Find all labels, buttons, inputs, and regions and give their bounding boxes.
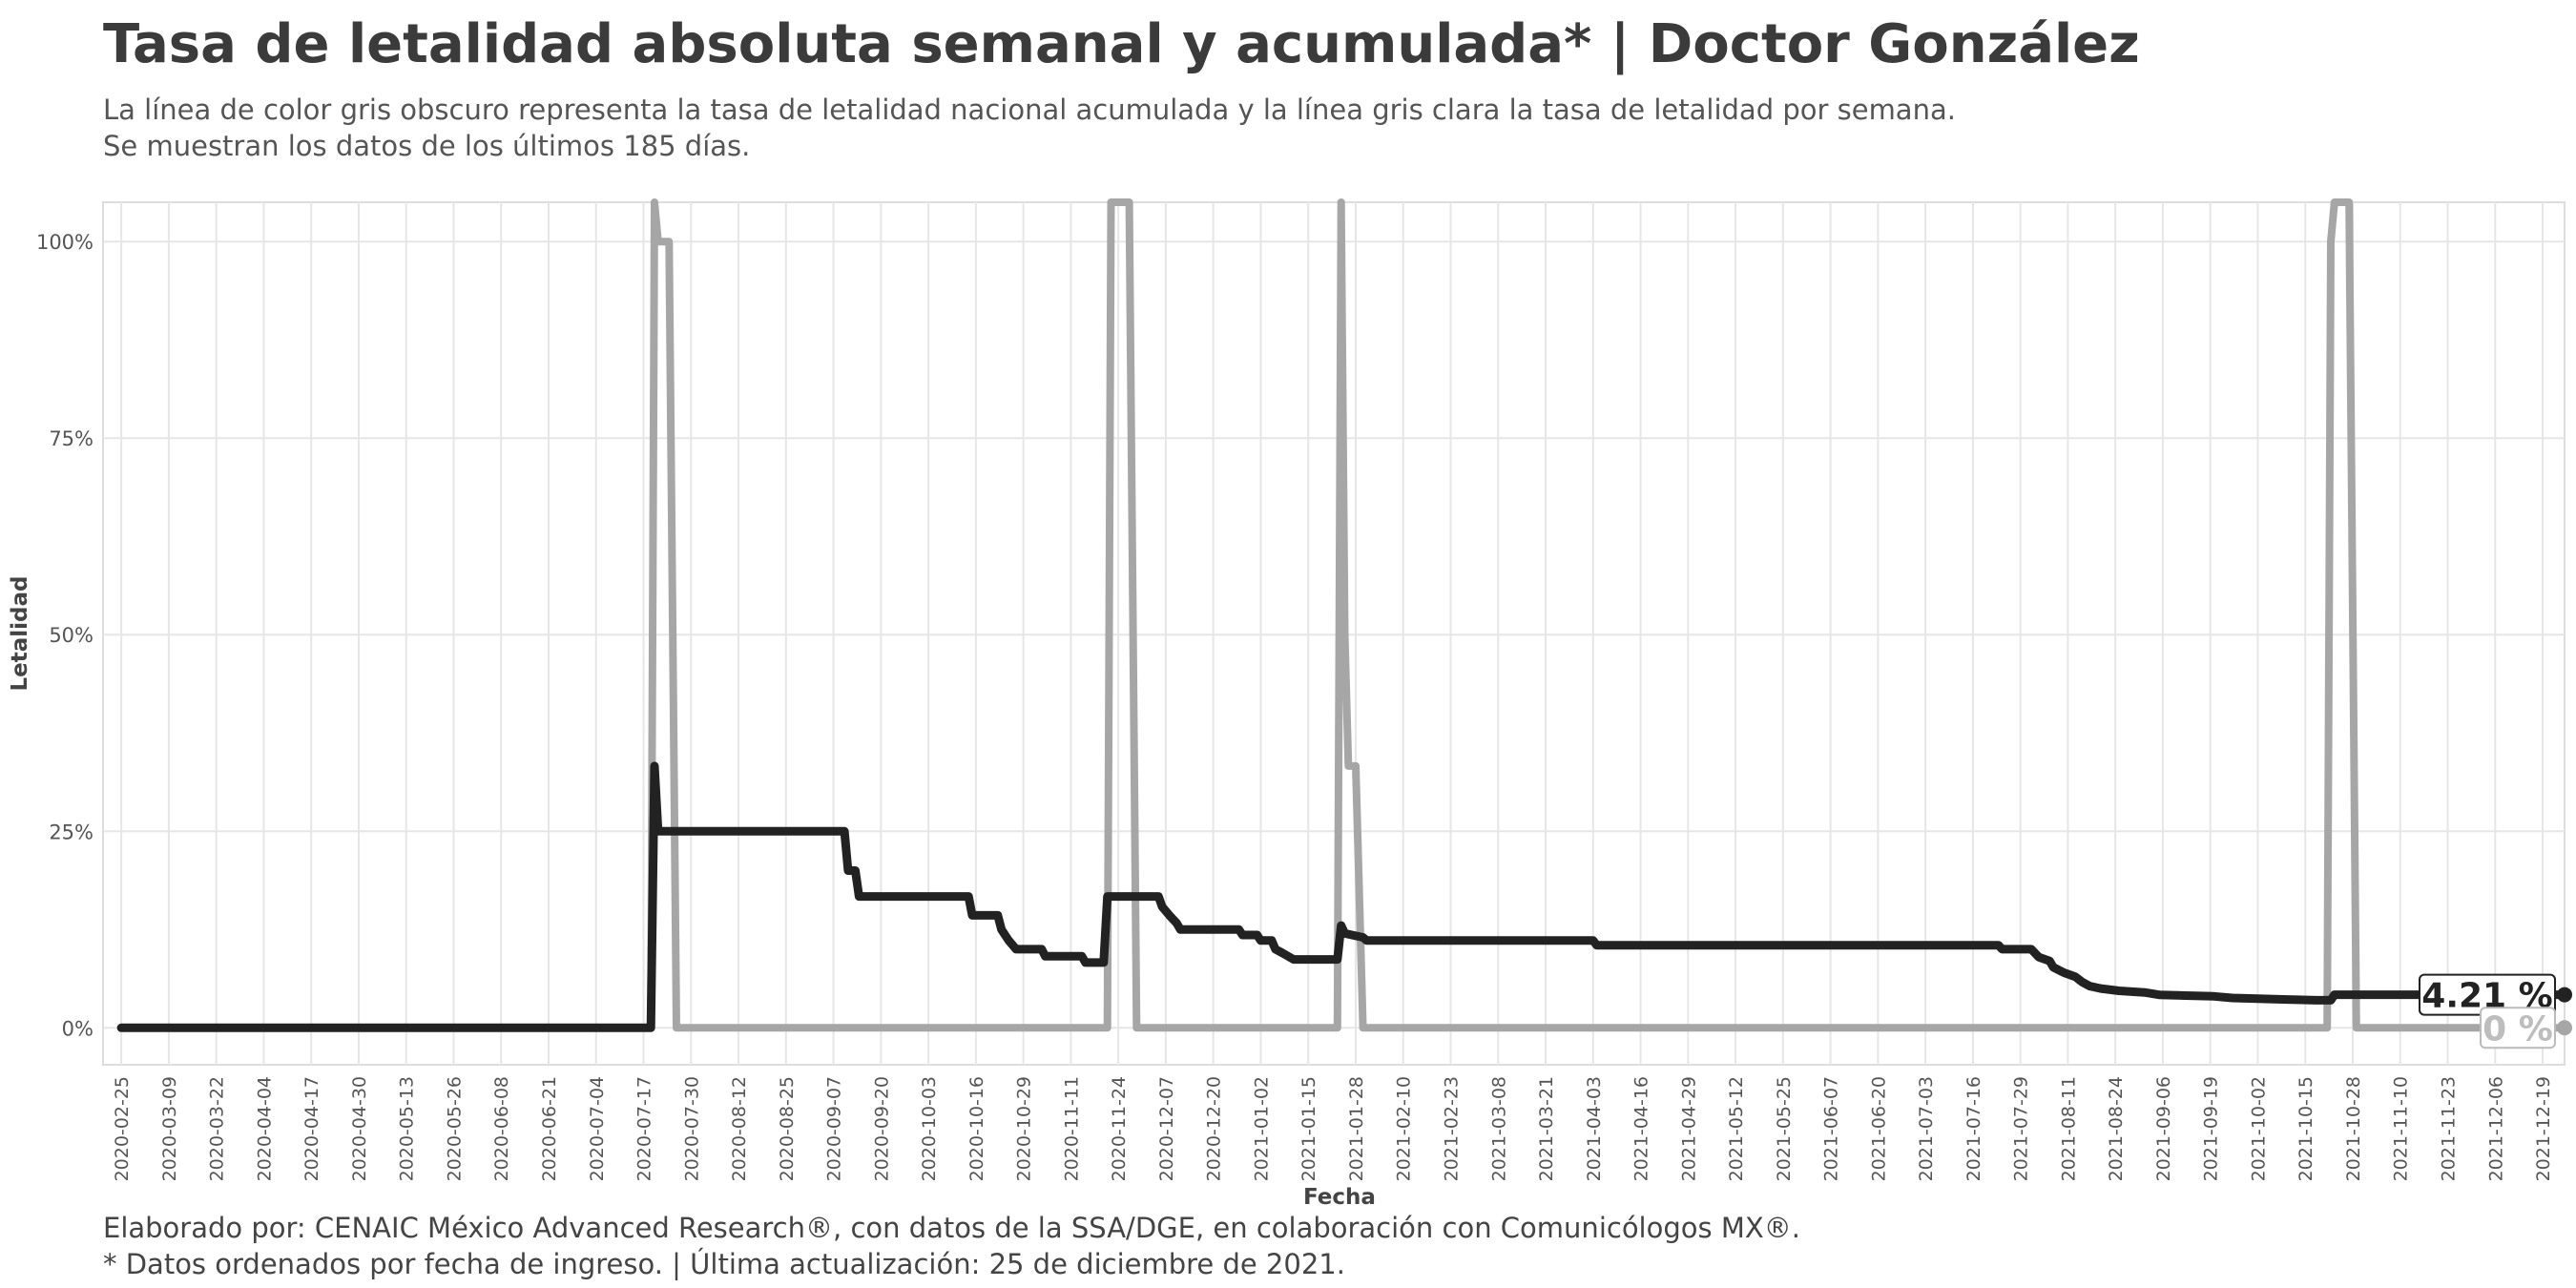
- x-tick-label: 2020-12-20: [1204, 1076, 1225, 1181]
- x-tick-label: 2020-11-24: [1109, 1076, 1130, 1181]
- x-tick-label: 2021-02-23: [1441, 1076, 1462, 1181]
- x-tick-label: 2020-07-17: [634, 1076, 655, 1181]
- end-label-text: 0 %: [2483, 1009, 2553, 1049]
- caption-line-1: Elaborado por: CENAIC México Advanced Re…: [103, 1212, 1800, 1244]
- x-tick-label: 2021-10-02: [2248, 1076, 2269, 1181]
- x-tick-label: 2021-04-29: [1678, 1076, 1699, 1181]
- x-tick-label: 2021-07-29: [2011, 1076, 2032, 1181]
- x-tick-label: 2020-04-30: [349, 1076, 370, 1181]
- x-axis-label: Fecha: [1303, 1185, 1376, 1210]
- end-point-acumulada: [2557, 987, 2572, 1003]
- y-tick-label: 100%: [36, 231, 93, 254]
- x-tick-label: 2021-04-03: [1584, 1076, 1605, 1181]
- x-tick-label: 2020-02-25: [112, 1076, 133, 1181]
- x-tick-label: 2020-10-16: [966, 1076, 987, 1181]
- x-tick-label: 2020-10-29: [1014, 1076, 1035, 1181]
- x-tick-label: 2020-04-04: [254, 1076, 275, 1181]
- x-tick-label: 2020-07-04: [587, 1076, 608, 1181]
- x-tick-label: 2021-08-24: [2106, 1076, 2127, 1181]
- x-tick-label: 2021-04-16: [1631, 1076, 1652, 1181]
- series-layer: [116, 198, 2569, 1032]
- x-tick-label: 2020-05-13: [397, 1076, 418, 1181]
- x-tick-label: 2021-06-07: [1821, 1076, 1842, 1181]
- x-tick-label: 2021-12-19: [2533, 1076, 2554, 1181]
- plot-panel: [102, 201, 2566, 1066]
- x-tick-label: 2021-05-12: [1726, 1076, 1747, 1181]
- x-tick-label: 2021-08-11: [2058, 1076, 2079, 1181]
- end-point-semanal: [2557, 1020, 2572, 1036]
- end-label-semanal: 0 %: [2480, 1007, 2556, 1049]
- x-tick-label: 2021-07-03: [1916, 1076, 1937, 1181]
- x-tick-label: 2020-08-25: [777, 1076, 798, 1181]
- x-tick-label: 2021-10-28: [2343, 1076, 2364, 1181]
- y-tick-label: 75%: [49, 427, 93, 450]
- x-tick-label: 2020-04-17: [301, 1076, 322, 1181]
- x-tick-label: 2020-03-09: [159, 1076, 180, 1181]
- end-labels: 4.21 %0 %: [2419, 973, 2572, 1049]
- x-tick-label: 2020-06-21: [539, 1076, 560, 1181]
- x-tick-label: 2021-01-15: [1298, 1076, 1319, 1181]
- x-tick-labels: 2020-02-25 2020-03-09 2020-03-22 2020-04-04…: [112, 1076, 2554, 1181]
- series-line-acumulada: [116, 761, 2569, 1032]
- x-tick-label: 2021-12-06: [2485, 1076, 2506, 1181]
- chart-subtitle: La línea de color gris obscuro represent…: [103, 92, 1956, 164]
- x-tick-label: 2021-05-25: [1774, 1076, 1795, 1181]
- x-tick-label: 2021-02-10: [1394, 1076, 1415, 1181]
- x-tick-label: 2020-09-07: [824, 1076, 845, 1181]
- x-tick-label: 2021-11-23: [2439, 1076, 2460, 1181]
- subtitle-line-2: Se muestran los datos de los últimos 185…: [103, 130, 751, 162]
- x-tick-label: 2021-01-02: [1251, 1076, 1272, 1181]
- x-tick-label: 2021-10-15: [2296, 1076, 2316, 1181]
- x-tick-label: 2021-09-06: [2153, 1076, 2174, 1181]
- y-tick-label: 0%: [62, 1017, 93, 1040]
- x-tick-label: 2021-03-21: [1536, 1076, 1557, 1181]
- x-tick-label: 2020-03-22: [207, 1076, 228, 1181]
- caption-line-2: * Datos ordenados por fecha de ingreso. …: [103, 1248, 1345, 1280]
- y-tick-label: 50%: [49, 624, 93, 647]
- y-axis-label: Letalidad: [8, 576, 32, 692]
- x-tick-label: 2020-09-20: [871, 1076, 892, 1181]
- x-tick-label: 2021-03-08: [1488, 1076, 1509, 1181]
- x-gridlines: [120, 202, 2545, 1065]
- y-tick-labels: 0% 25% 50% 75% 100%: [36, 231, 93, 1040]
- x-tick-label: 2021-11-10: [2391, 1076, 2412, 1181]
- x-tick-label: 2021-07-16: [1963, 1076, 1984, 1181]
- x-tick-label: 2021-01-28: [1346, 1076, 1367, 1181]
- end-label-box: [2480, 1007, 2556, 1049]
- x-tick-label: 2020-10-03: [919, 1076, 940, 1181]
- chart-title: Tasa de letalidad absoluta semanal y acu…: [103, 13, 2140, 75]
- x-tick-label: 2021-09-19: [2201, 1076, 2222, 1181]
- x-tick-label: 2020-06-08: [491, 1076, 512, 1181]
- series-line-semanal: [639, 198, 2568, 1032]
- subtitle-line-1: La línea de color gris obscuro represent…: [103, 93, 1956, 126]
- chart-caption: Elaborado por: CENAIC México Advanced Re…: [103, 1210, 1800, 1282]
- x-tick-label: 2020-05-26: [444, 1076, 465, 1181]
- x-tick-label: 2020-12-07: [1156, 1076, 1177, 1181]
- x-tick-label: 2020-07-30: [681, 1076, 702, 1181]
- x-tick-label: 2021-06-20: [1868, 1076, 1889, 1181]
- x-tick-label: 2020-11-11: [1061, 1076, 1082, 1181]
- x-tick-label: 2020-08-12: [729, 1076, 750, 1181]
- y-tick-label: 25%: [49, 821, 93, 843]
